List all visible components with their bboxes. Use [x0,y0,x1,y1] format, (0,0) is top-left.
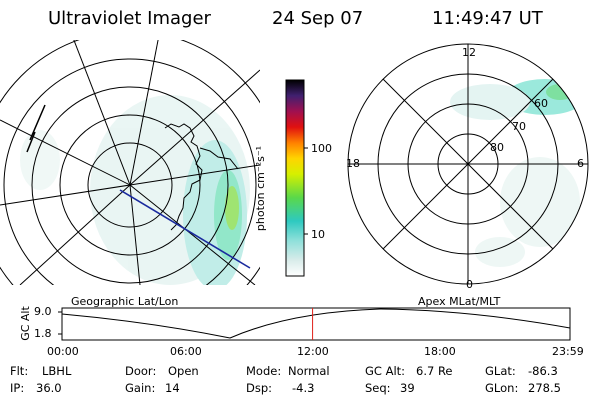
time-tick-0000: 00:00 [47,345,79,358]
altitude-plot-frame [61,307,571,341]
time-tick-2359: 23:59 [552,345,584,358]
ip-value: 36.0 [36,381,62,395]
glon-label: GLon: [485,381,519,395]
altitude-ytick-high: 9.0 [34,305,52,318]
colorbar-unit-label: photon cm⁻²s⁻¹ [254,145,268,232]
apex-panel-label: Apex MLat/MLT [418,295,501,308]
geo-grid [0,40,260,285]
dsp-value: -4.3 [292,381,315,395]
glat-value: -86.3 [528,364,558,378]
altitude-timeline [58,307,571,341]
gain-label: Gain: [125,381,156,395]
time-tick-1800: 18:00 [424,345,456,358]
altitude-curve [61,308,571,339]
altitude-ytick-low: 1.8 [34,327,52,340]
seq-label: Seq: [365,381,391,395]
mlat-label-80: 80 [490,141,504,154]
mlat-label-70: 70 [512,120,526,133]
time-label: 11:49:47 UT [432,8,543,29]
colorbar-tick-100: 100 [311,142,332,155]
mode-label: Mode: [246,364,282,378]
glat-label: GLat: [485,364,516,378]
date-label: 24 Sep 07 [272,8,364,29]
mlat-label-60: 60 [534,97,548,110]
colorbar-tick-10: 10 [311,228,325,241]
apex-polar-plot [347,43,589,285]
mlt-label-0: 0 [466,278,473,291]
altitude-ylabel: GC Alt [18,306,32,341]
time-tick-0600: 06:00 [170,345,202,358]
gcalt-value: 6.7 Re [416,364,453,378]
mlt-label-18: 18 [346,157,360,170]
dsp-label: Dsp: [246,381,273,395]
glon-value: 278.5 [528,381,561,395]
aurora-emission-geo [20,95,250,285]
mode-value: Normal [288,364,330,378]
ip-label: IP: [10,381,25,395]
door-label: Door: [125,364,157,378]
mlt-label-6: 6 [577,157,584,170]
filter-label: Flt: [10,364,29,378]
geographic-image [0,40,260,285]
colorbar-scale [285,79,305,277]
time-tick-1200: 12:00 [297,345,329,358]
aurora-emission-apex [450,79,585,267]
colorbar [285,79,308,277]
instrument-title: Ultraviolet Imager [48,8,211,29]
gain-value: 14 [165,381,180,395]
gcalt-label: GC Alt: [365,364,406,378]
seq-value: 39 [400,381,415,395]
satellite-track [119,189,251,269]
coastline [164,123,203,231]
filter-value: LBHL [42,364,72,378]
door-value: Open [168,364,199,378]
geographic-panel-label: Geographic Lat/Lon [71,295,179,308]
mlt-label-12: 12 [462,46,476,59]
